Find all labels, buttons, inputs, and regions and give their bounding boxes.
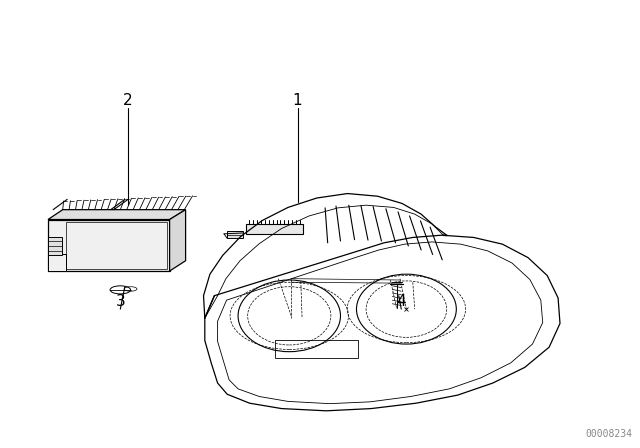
Bar — [227, 231, 243, 238]
Polygon shape — [48, 210, 186, 220]
Bar — [275, 340, 358, 358]
Text: 4: 4 — [396, 294, 406, 309]
Bar — [48, 220, 170, 271]
Text: 00008234: 00008234 — [586, 429, 632, 439]
Text: 3: 3 — [115, 294, 125, 309]
Text: 1: 1 — [292, 93, 303, 108]
Text: 2: 2 — [123, 93, 133, 108]
Bar — [48, 237, 62, 255]
Polygon shape — [170, 210, 186, 271]
Bar — [246, 224, 303, 234]
Bar — [48, 254, 66, 271]
Bar — [66, 222, 167, 269]
